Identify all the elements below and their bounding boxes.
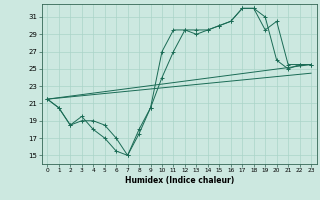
X-axis label: Humidex (Indice chaleur): Humidex (Indice chaleur): [124, 176, 234, 185]
